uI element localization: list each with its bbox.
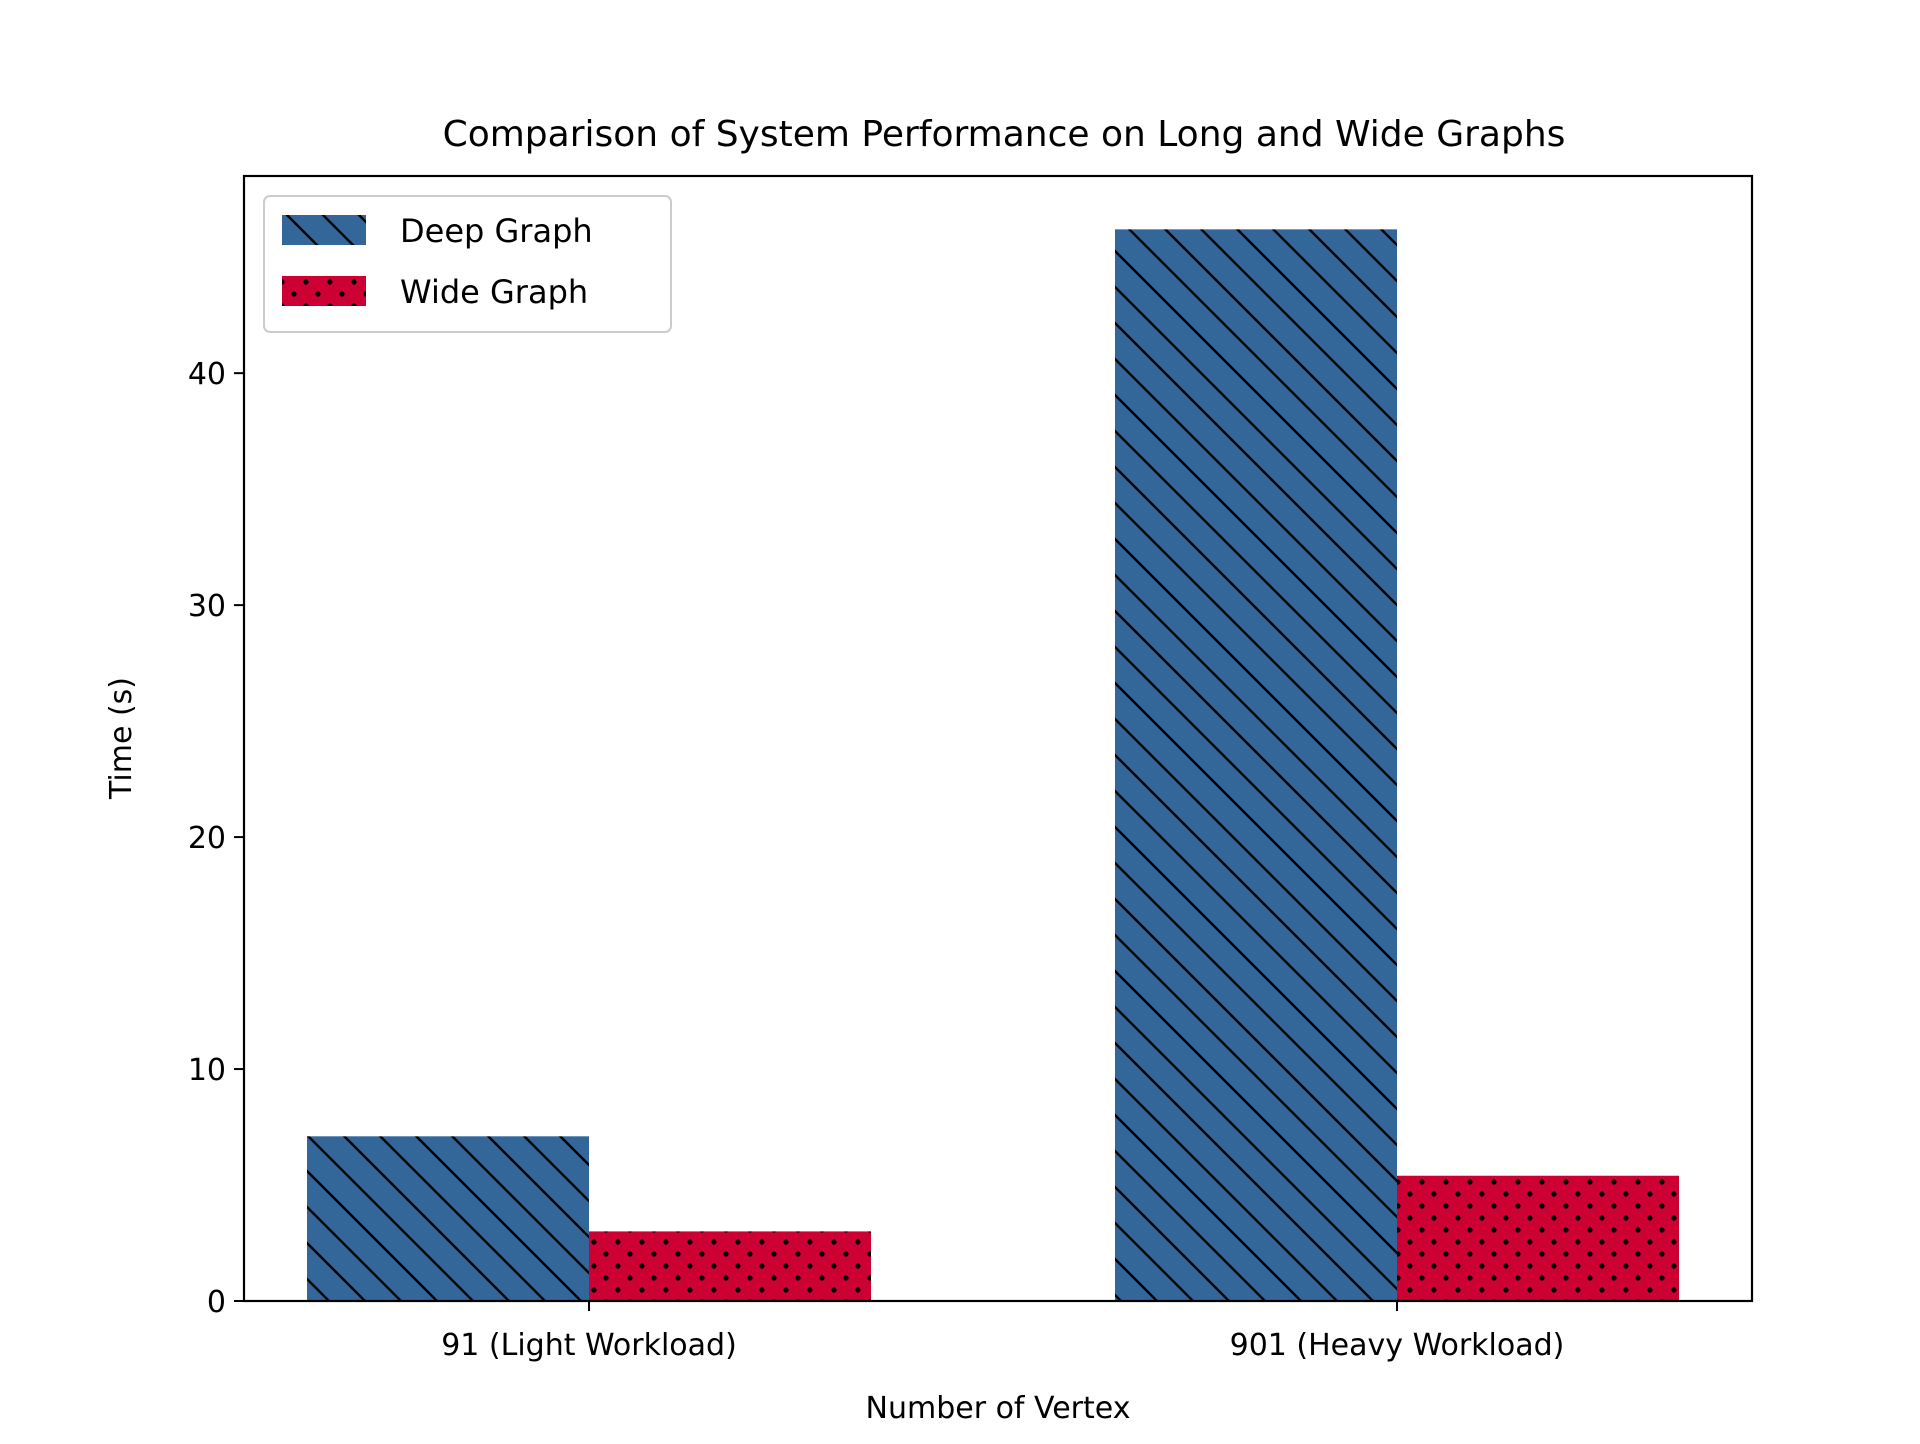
y-tick-label: 10 [188, 1053, 226, 1088]
x-tick-label: 901 (Heavy Workload) [1230, 1328, 1565, 1363]
legend-swatch-deep-graph [282, 215, 366, 245]
x-axis-label: Number of Vertex [866, 1391, 1131, 1426]
y-tick-label: 20 [188, 821, 226, 856]
y-tick-label: 40 [188, 357, 226, 392]
legend-label-deep-graph: Deep Graph [400, 212, 593, 250]
y-tick-label: 30 [188, 589, 226, 624]
legend-label-wide-graph: Wide Graph [400, 273, 588, 311]
legend: Deep Graph Wide Graph [263, 195, 672, 333]
y-tick-label: 0 [207, 1285, 226, 1320]
bars-layer [307, 229, 1679, 1302]
bar-wide-graph-1 [1397, 1175, 1679, 1301]
legend-swatch-wide-graph [282, 276, 366, 306]
bar-wide-graph-0 [589, 1231, 871, 1301]
bar-deep-graph-1 [1115, 229, 1397, 1302]
y-axis-label: Time (s) [104, 677, 139, 800]
x-tick-label: 91 (Light Workload) [441, 1328, 737, 1363]
x-axis: 91 (Light Workload) 901 (Heavy Workload) [441, 1301, 1564, 1363]
plot-frame [242, 174, 1754, 1303]
y-axis: 0 10 20 30 40 [188, 357, 244, 1320]
bar-deep-graph-0 [307, 1136, 589, 1301]
chart-title: Comparison of System Performance on Long… [443, 114, 1566, 155]
